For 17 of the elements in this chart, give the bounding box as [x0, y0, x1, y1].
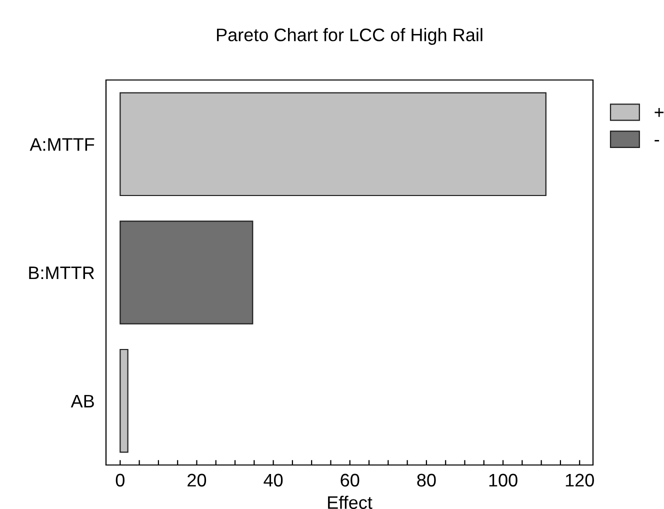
x-tick-label: 40 [264, 474, 283, 487]
y-tick-label: AB [70, 394, 94, 408]
x-tick-label: 20 [188, 474, 206, 487]
x-tick-label: 60 [340, 474, 360, 487]
y-tick-label: B:MTTR [29, 266, 94, 280]
bar [120, 220, 254, 324]
y-tick-label: A:MTTF [30, 138, 94, 151]
chart-title: Pareto Chart for LCC of High Rail [217, 28, 482, 45]
x-tick-label: 120 [566, 474, 594, 487]
bar [120, 92, 546, 196]
legend-label: + [654, 108, 664, 117]
x-tick-label: 80 [417, 474, 436, 487]
x-tick-label: 100 [489, 474, 518, 487]
bar [120, 348, 128, 453]
legend-label: - [654, 140, 660, 142]
x-tick-label: 0 [116, 474, 124, 487]
x-axis-title: Effect [328, 496, 372, 509]
